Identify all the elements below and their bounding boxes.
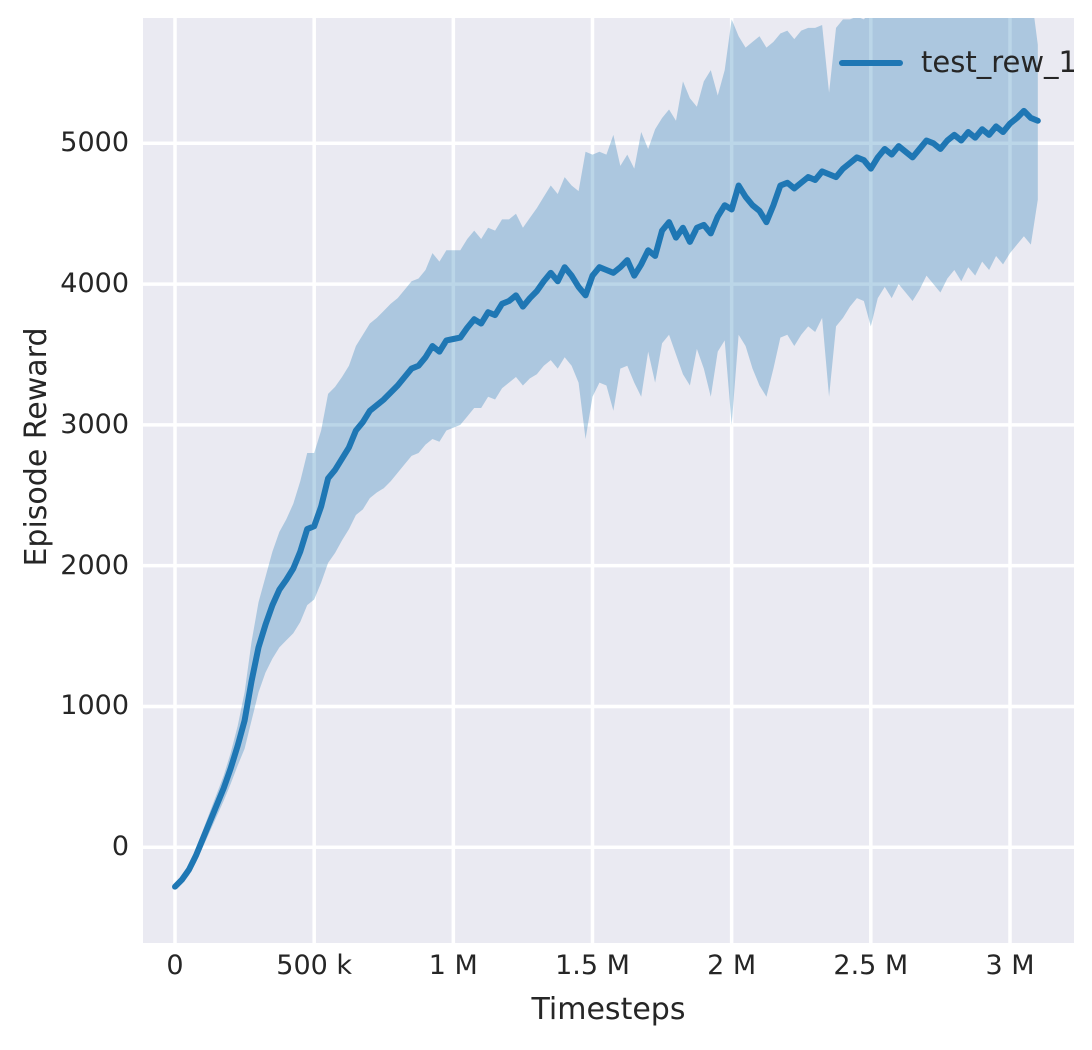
- y-tick-label: 5000: [60, 127, 129, 159]
- chart-legend[interactable]: test_rew_10seeds.csv: [833, 46, 1074, 79]
- x-tick-label: 2 M: [707, 950, 757, 981]
- y-tick-label: 2000: [60, 549, 129, 581]
- plot-svg: [143, 18, 1074, 943]
- x-gridlines: [173, 18, 1012, 943]
- legend-line-swatch: [839, 59, 903, 66]
- confidence-band: [175, 18, 1038, 890]
- x-tick-label: 2.5 M: [833, 950, 909, 981]
- x-tick-label: 500 k: [276, 950, 353, 981]
- y-axis-label: Episode Reward: [19, 327, 54, 567]
- x-tick-label: 1 M: [428, 950, 478, 981]
- x-axis-label: Timesteps: [531, 992, 686, 1027]
- y-tick-label: 1000: [60, 690, 129, 722]
- x-tick-label: 0: [166, 950, 184, 981]
- y-tick-label: 0: [111, 831, 129, 863]
- y-tick-label: 4000: [60, 268, 129, 300]
- plot-area: test_rew_10seeds.csv: [143, 18, 1074, 943]
- mean-line: [172, 107, 1041, 890]
- x-tick-label: 3 M: [985, 950, 1035, 981]
- y-tick-label: 3000: [60, 408, 129, 440]
- x-tick-label: 1.5 M: [555, 950, 630, 981]
- legend-label: test_rew_10seeds.csv: [921, 45, 1074, 79]
- y-gridlines: [143, 141, 1074, 850]
